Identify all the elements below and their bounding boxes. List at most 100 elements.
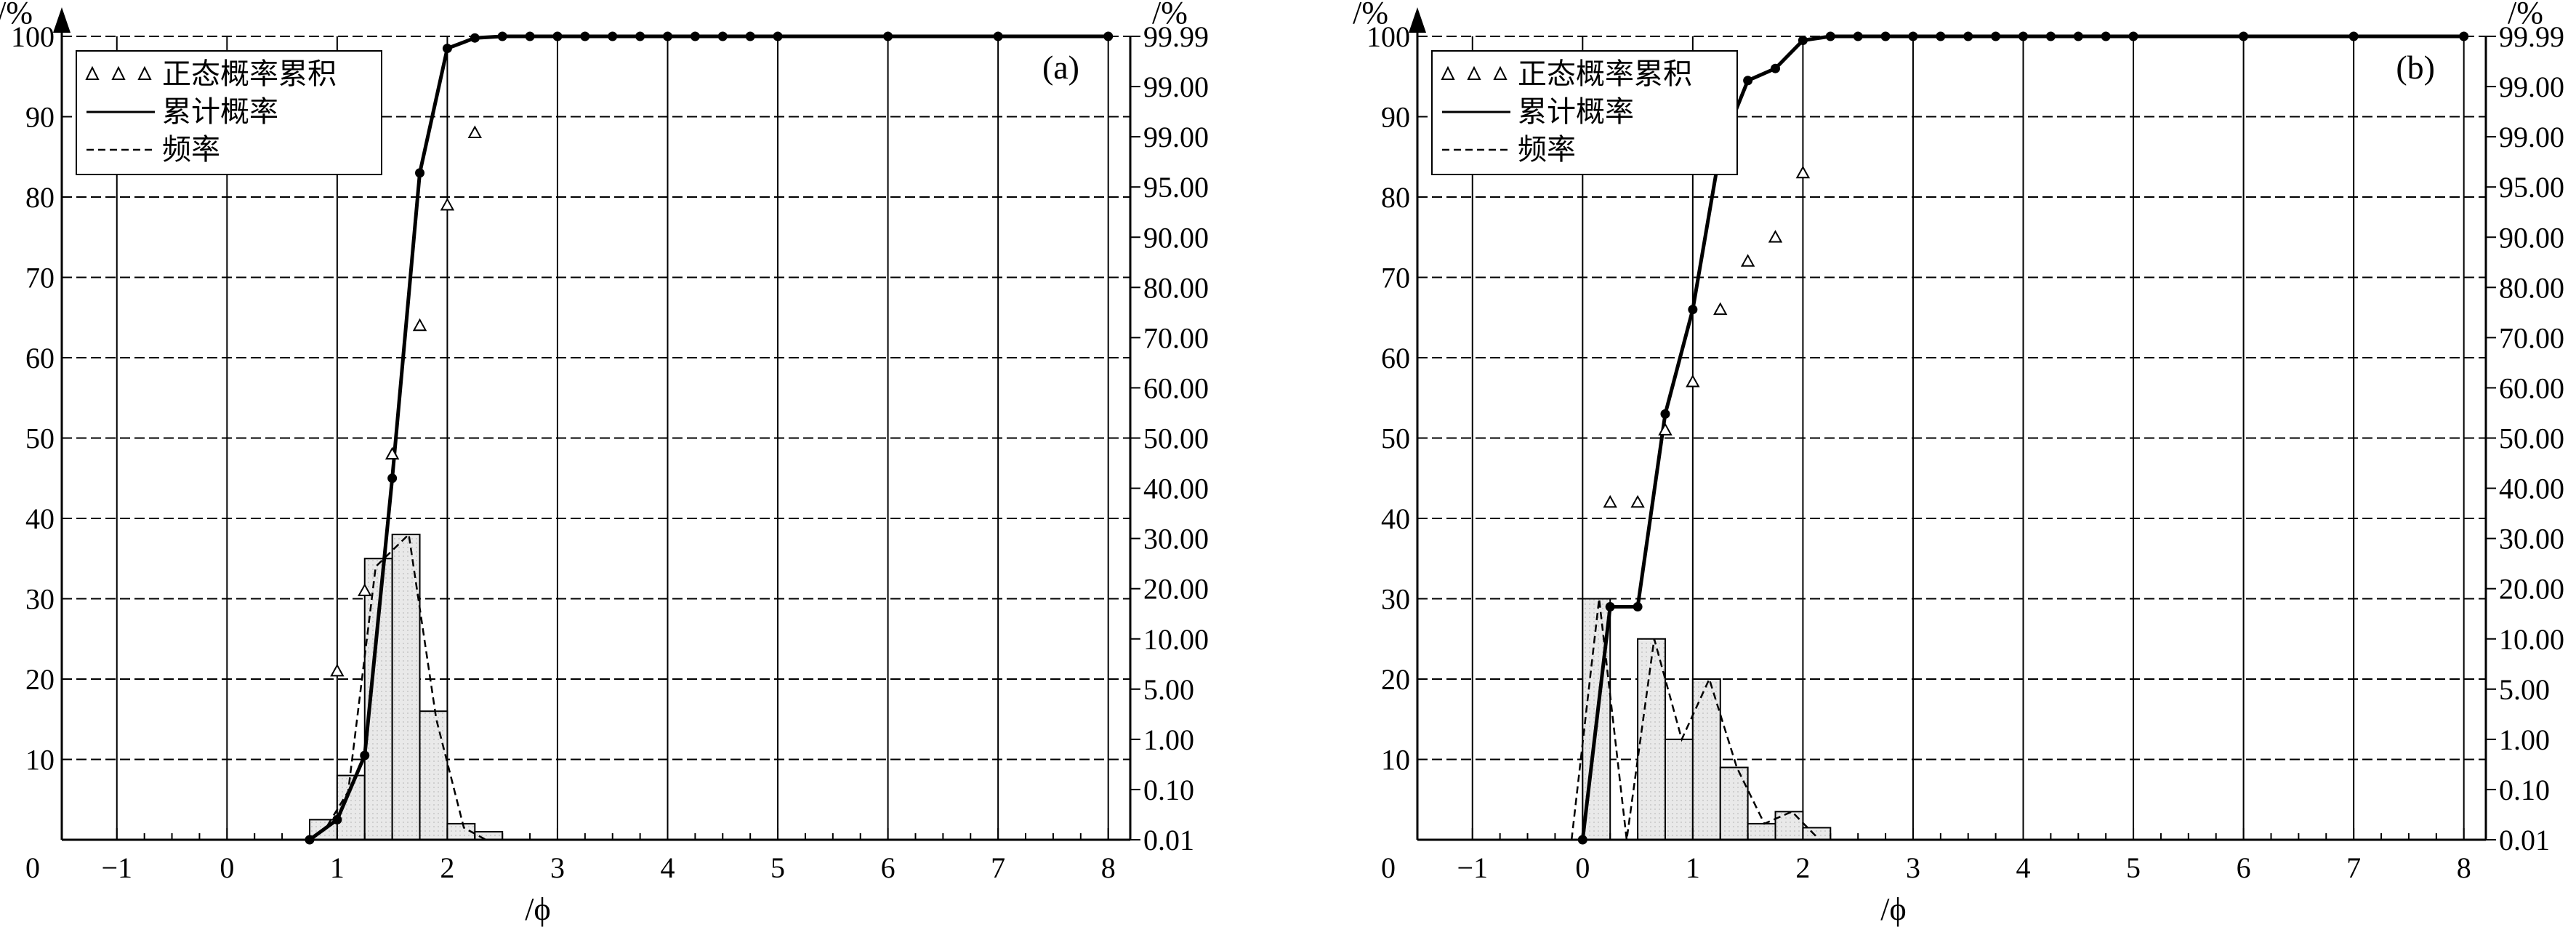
y-tick-label-left: 90: [1381, 101, 1410, 134]
x-tick-label: 1: [1686, 851, 1700, 884]
normal-probability-marker: [440, 197, 455, 211]
y-tick-label-right: 60.00: [1143, 372, 1209, 404]
normal-probability-marker: [1658, 422, 1673, 436]
y-tick-label-right: 30.00: [2499, 523, 2564, 555]
x-axis-title: /ϕ: [1880, 891, 1906, 927]
legend-triangle-icon: [1493, 65, 1508, 80]
y-tick-label-left: 20: [1381, 663, 1410, 696]
histogram-bar: [1774, 811, 1804, 840]
x-tick-label: 4: [2016, 851, 2031, 884]
y-tick-label-right: 1.00: [1143, 723, 1194, 756]
cumulative-probability-point: [2128, 31, 2138, 41]
legend-label: 正态概率累积: [1518, 57, 1692, 90]
y-tick-label-right: 70.00: [1143, 321, 1209, 354]
cumulative-probability-point: [1743, 76, 1753, 86]
x-tick-label: 5: [2126, 851, 2141, 884]
y-tick-label-left: 30: [1381, 583, 1410, 616]
cumulative-probability-point: [1908, 31, 1918, 41]
y-tick-label-left: 70: [25, 262, 55, 294]
x-tick-label: 6: [881, 851, 895, 884]
legend-label: 正态概率累积: [162, 57, 337, 90]
y-tick-label-left: 10: [1381, 744, 1410, 777]
legend-triangle-icon: [85, 65, 100, 80]
cumulative-probability-point: [1798, 36, 1808, 46]
cumulative-probability-point: [2045, 31, 2056, 41]
x-tick-label: 0: [1575, 851, 1590, 884]
cumulative-probability-point: [663, 31, 673, 41]
x-tick-label: 8: [1101, 851, 1116, 884]
y-tick-label-right: 99.00: [1143, 121, 1209, 153]
y-tick-label-left: 40: [1381, 502, 1410, 535]
histogram-bar: [1664, 738, 1694, 840]
y-tick-label-right: 20.00: [1143, 573, 1209, 606]
histogram-bar: [419, 710, 448, 841]
cumulative-probability-point: [1688, 305, 1698, 315]
y-tick-label-left: 40: [25, 502, 55, 535]
legend-label: 频率: [162, 133, 220, 166]
histogram-bar: [1719, 766, 1749, 841]
histogram-bar: [391, 534, 421, 840]
y-tick-label-left: 0: [1381, 851, 1396, 884]
y-tick-label-right: 80.00: [1143, 271, 1209, 304]
legend-triangle-icon: [1467, 65, 1481, 80]
y-tick-label-left: 100: [1367, 20, 1410, 53]
y-tick-label-left: 10: [25, 744, 55, 777]
cumulative-probability-point: [745, 31, 755, 41]
y-tick-label-left: 50: [1381, 422, 1410, 455]
y-tick-label-right: 30.00: [1143, 523, 1209, 555]
histogram-bar: [1637, 638, 1666, 840]
legend-triangle-icon: [1441, 65, 1455, 80]
cumulative-probability-point: [608, 31, 618, 41]
normal-probability-marker: [1795, 165, 1811, 179]
frequency-line: [1570, 598, 1821, 840]
x-tick-label: 8: [2457, 851, 2471, 884]
cumulative-probability-point: [1853, 31, 1863, 41]
histogram-bar: [1747, 822, 1776, 841]
cumulative-probability-point: [1880, 31, 1891, 41]
y-tick-label-right: 1.00: [2499, 723, 2550, 756]
y-tick-label-left: 80: [25, 181, 55, 214]
y-tick-label-right: 70.00: [2499, 321, 2564, 354]
y-tick-label-left: 20: [25, 663, 55, 696]
cumulative-probability-point: [2073, 31, 2083, 41]
histogram-bar: [474, 830, 504, 840]
cumulative-probability-point: [2018, 31, 2029, 41]
y-tick-label-right: 40.00: [1143, 473, 1209, 505]
y-tick-label-left: 100: [11, 20, 55, 53]
cumulative-probability-point: [497, 31, 507, 41]
normal-probability-marker: [467, 125, 482, 138]
x-tick-label: 3: [1906, 851, 1920, 884]
x-tick-label: −1: [1457, 851, 1488, 884]
y-tick-label-right: 0.10: [1143, 774, 1194, 806]
y-tick-label-left: 50: [25, 422, 55, 455]
legend-label: 累计概率: [1518, 95, 1634, 128]
x-tick-label: 7: [991, 851, 1005, 884]
cumulative-probability-point: [387, 473, 398, 483]
legend-triangle-icon: [111, 65, 126, 80]
y-axis-arrow: [53, 7, 71, 33]
normal-probability-marker: [385, 446, 400, 460]
cumulative-probability-point: [525, 31, 535, 41]
cumulative-probability-point: [442, 44, 452, 54]
y-tick-label-right: 99.00: [1143, 71, 1209, 103]
y-axis-title-left: /%: [0, 0, 33, 31]
y-tick-label-right: 90.00: [2499, 221, 2564, 254]
cumulative-probability-point: [580, 31, 590, 41]
cumulative-probability-point: [2459, 31, 2469, 41]
normal-probability-marker: [358, 583, 372, 596]
cumulative-probability-point: [1991, 31, 2001, 41]
y-tick-label-right: 20.00: [2499, 573, 2564, 606]
cumulative-probability-point: [1103, 31, 1114, 41]
x-tick-label: 2: [1795, 851, 1810, 884]
y-tick-label-right: 60.00: [2499, 372, 2564, 404]
x-tick-label: −1: [101, 851, 132, 884]
legend-label: 累计概率: [162, 95, 278, 128]
x-tick-label: 7: [2346, 851, 2361, 884]
y-axis-title-right: /%: [2508, 0, 2543, 31]
cumulative-probability-point: [883, 31, 893, 41]
y-tick-label-right: 95.00: [1143, 171, 1209, 204]
y-tick-label-right: 0.01: [2499, 824, 2550, 856]
